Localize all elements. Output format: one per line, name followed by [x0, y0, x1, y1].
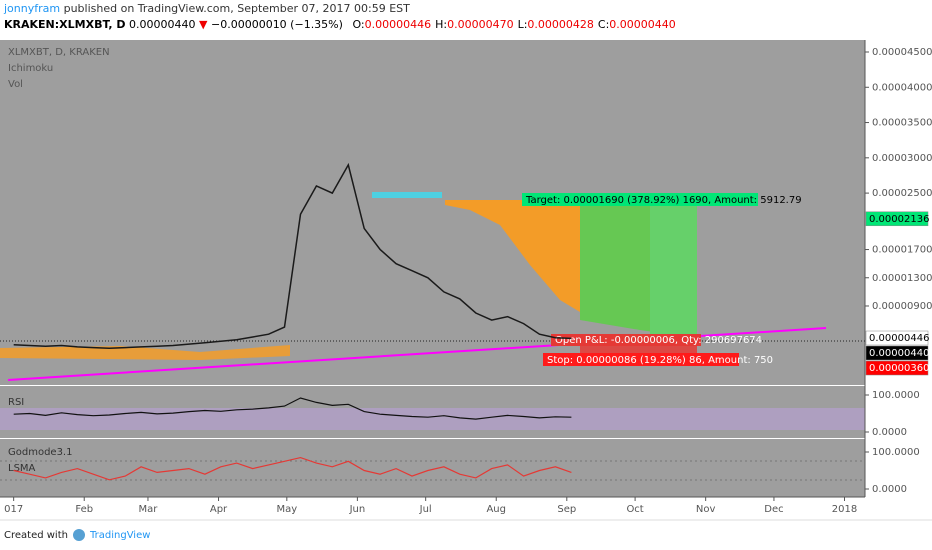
cloud [445, 200, 580, 312]
legend: Ichimoku [8, 63, 53, 74]
ohlc-value: 0.00000440 [609, 18, 675, 31]
x-tick-label: Aug [486, 504, 506, 515]
footer-brand[interactable]: TradingView [89, 530, 150, 541]
price-tag-label: 0.00002136 [869, 214, 929, 225]
price-tag [865, 330, 929, 346]
target-label-box [522, 193, 758, 206]
y-tick-label: 0.00001700 [872, 245, 932, 256]
y-tick-label: 0.00002500 [872, 188, 932, 199]
open-label-box [551, 334, 701, 346]
x-tick-label: Sep [557, 504, 576, 515]
logo [73, 529, 85, 541]
cloud [0, 345, 290, 360]
author[interactable]: jonnyfram [3, 2, 60, 15]
y-tick-label: 0.00000900 [872, 301, 932, 312]
ohlc-label: O: [352, 18, 364, 31]
legend: LSMA [8, 463, 36, 474]
x-tick-label: 2018 [832, 504, 857, 515]
y-tick-label: 0.00003000 [872, 153, 932, 164]
y-tick-label: 100.0000 [872, 390, 920, 401]
x-tick-label: May [276, 504, 297, 515]
x-tick-label: Mar [139, 504, 159, 515]
last: 0.00000440 [129, 18, 195, 31]
target-label: Target: 0.00001690 (378.92%) 1690, Amoun… [525, 195, 802, 206]
symbol: KRAKEN:XLMXBT, D [4, 18, 126, 31]
x-tick-label: Feb [75, 504, 93, 515]
stop-label-box [543, 353, 739, 366]
footer-text: Created with [4, 530, 68, 541]
price-line [13, 162, 572, 350]
published: published on TradingView.com, September … [64, 2, 411, 15]
legend: Vol [8, 79, 23, 90]
main-pane [0, 40, 865, 385]
ohlc-value: 0.00000446 [365, 18, 431, 31]
ohlc-label: C: [598, 18, 609, 31]
ohlc-value: 0.00000428 [527, 18, 593, 31]
godmode-line [13, 456, 572, 481]
price-tag [865, 345, 929, 361]
cloud-edge [372, 192, 442, 198]
x-tick-label: Jul [419, 504, 432, 515]
x-tick-label: Jun [349, 504, 366, 515]
x-tick-label: Dec [764, 504, 783, 515]
legend: XLMXBT, D, KRAKEN [8, 47, 110, 58]
y-tick-label: 0.0000 [872, 484, 907, 495]
y-tick-label: 100.0000 [872, 447, 920, 458]
y-tick-label: 0.00001300 [872, 273, 932, 284]
y-tick-label: 0.00004000 [872, 82, 932, 93]
price-tag [865, 211, 929, 227]
godmode-pane [0, 439, 865, 497]
y-tick-label: 0.0000 [872, 427, 907, 438]
price-tag-label: 0.00000360 [869, 363, 929, 374]
arrow: ▼ [199, 18, 208, 31]
y-tick-label: 0.00004500 [872, 47, 932, 58]
x-tick-label: Apr [210, 504, 228, 515]
y-tick-label: 0.00003500 [872, 118, 932, 129]
change: −0.00000010 (−1.35%) [211, 18, 343, 31]
price-tag-label: 0.00000440 [869, 348, 929, 359]
rsi-band [0, 408, 865, 430]
ohlc-value: 0.00000470 [447, 18, 513, 31]
open-label: Open P&L: -0.00000006, Qty: 290697674 [555, 335, 762, 346]
target-zone [650, 196, 697, 338]
x-tick-label: Nov [696, 504, 716, 515]
price-tag-label: 0.00000446 [869, 333, 929, 344]
legend: RSI [8, 397, 24, 408]
symbol-line: KRAKEN:XLMXBT, D 0.00000440 ▼ −0.0000001… [4, 18, 676, 31]
x-tick-label: 017 [4, 504, 23, 515]
header-line: jonnyfram published on TradingView.com, … [3, 2, 410, 15]
legend: Godmode3.1 [8, 447, 72, 458]
price-tag [865, 360, 929, 376]
ohlc-label: H: [435, 18, 447, 31]
rsi-line [13, 397, 572, 420]
ohlc-label: L: [518, 18, 528, 31]
x-tick-label: Oct [626, 504, 643, 515]
stop-label: Stop: 0.00000086 (19.28%) 86, Amount: 75… [547, 355, 773, 366]
